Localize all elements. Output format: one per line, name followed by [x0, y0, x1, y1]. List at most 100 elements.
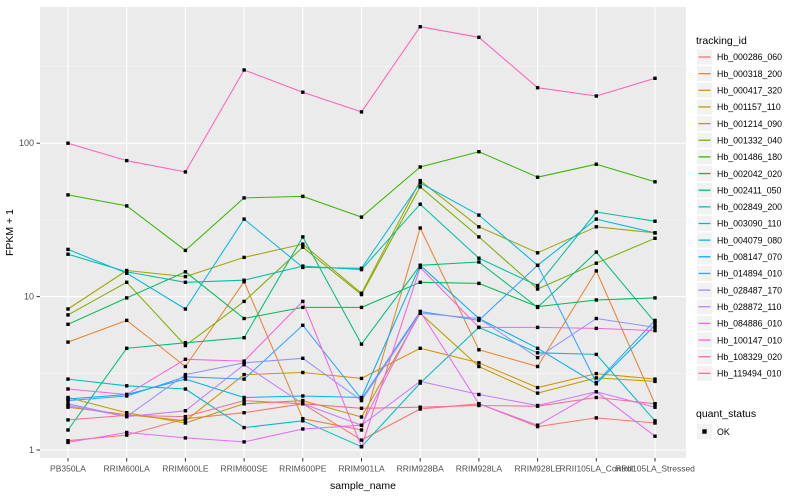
data-point	[359, 292, 364, 297]
data-point	[183, 248, 188, 253]
data-point	[535, 346, 540, 350]
data-point	[477, 235, 481, 239]
data-point	[301, 305, 305, 310]
legend-item: Hb_002411_050	[697, 182, 782, 198]
data-point	[301, 265, 305, 270]
legend-item: Hb_001214_090	[697, 116, 782, 132]
data-point	[242, 68, 246, 72]
data-point	[477, 256, 481, 260]
legend-item: Hb_008147_070	[697, 249, 782, 265]
data-point	[242, 359, 246, 363]
data-point	[125, 346, 129, 350]
legend-label: Hb_000286_060	[717, 52, 782, 62]
data-point	[594, 416, 598, 420]
data-point	[301, 417, 305, 421]
data-point	[301, 323, 305, 327]
data-point	[183, 364, 188, 369]
data-point	[242, 372, 246, 377]
data-point	[477, 260, 481, 264]
legend-item: Hb_000286_060	[697, 49, 782, 65]
data-point	[477, 225, 481, 229]
data-point	[535, 351, 540, 355]
legend-item: Hb_002849_200	[697, 199, 782, 215]
legend-label: Hb_001486_180	[717, 152, 782, 162]
data-point	[301, 427, 305, 431]
data-point	[418, 379, 422, 384]
data-point	[594, 162, 598, 166]
data-point	[242, 398, 246, 403]
legend-label: Hb_004079_080	[717, 235, 782, 245]
data-point	[359, 445, 364, 449]
legend-label: Hb_108329_020	[717, 352, 782, 362]
data-point	[477, 318, 481, 323]
data-point	[183, 417, 188, 421]
plot-panel	[40, 7, 686, 458]
data-point	[125, 296, 129, 300]
legend-item: Hb_003090_110	[697, 216, 782, 231]
data-point	[653, 180, 657, 184]
data-point	[418, 346, 422, 350]
data-point	[535, 263, 540, 267]
data-point	[653, 434, 657, 438]
legend-label: Hb_002042_020	[717, 169, 782, 179]
legend-item: Hb_001486_180	[697, 149, 782, 165]
data-point	[242, 411, 246, 415]
data-point	[125, 158, 129, 163]
data-point	[535, 404, 540, 408]
data-point	[242, 278, 246, 282]
data-point	[418, 407, 422, 411]
data-point	[594, 352, 598, 357]
data-point	[535, 251, 540, 255]
data-point	[359, 406, 364, 410]
data-point	[301, 356, 305, 360]
y-tick-label: 100	[19, 138, 34, 148]
x-tick-label: RRIM600SE	[220, 464, 268, 474]
data-point	[477, 348, 481, 352]
data-point	[477, 213, 481, 217]
data-point	[66, 403, 70, 408]
data-point	[66, 193, 70, 197]
data-point	[594, 261, 598, 265]
x-tick-label: RRIM600PE	[279, 464, 327, 474]
y-tick-label: 10	[24, 292, 34, 302]
data-point	[301, 245, 305, 249]
data-point	[477, 325, 481, 330]
x-axis-title: sample_name	[330, 480, 396, 492]
y-axis-title: FPKM + 1	[4, 209, 16, 256]
data-point	[418, 265, 422, 270]
data-point	[183, 414, 188, 419]
data-point	[125, 411, 129, 415]
legend-item: Hb_119494_010	[697, 365, 782, 381]
data-point	[535, 86, 540, 90]
data-point	[125, 430, 129, 435]
data-point	[66, 418, 70, 422]
legend-label: Hb_003090_110	[717, 219, 782, 229]
data-point	[183, 341, 188, 345]
data-point	[359, 415, 364, 419]
data-point	[418, 311, 422, 315]
data-point	[418, 181, 422, 185]
legend-label: Hb_001214_090	[717, 119, 782, 129]
data-point	[594, 269, 598, 273]
data-point	[242, 402, 246, 406]
data-point	[183, 307, 188, 311]
legend-item-quant-ok: OK	[697, 424, 730, 439]
legend-item: Hb_014894_010	[697, 265, 782, 281]
data-point	[301, 398, 305, 403]
legend-item: Hb_000417_320	[697, 82, 782, 98]
legend-label: Hb_000318_200	[717, 69, 782, 79]
data-point	[477, 150, 481, 154]
legend-item: Hb_004079_080	[697, 232, 782, 248]
data-point	[359, 342, 364, 346]
data-point	[301, 394, 305, 398]
data-point	[653, 219, 657, 223]
data-point	[418, 25, 422, 29]
legend-label: Hb_119494_010	[717, 369, 782, 379]
data-point	[242, 363, 246, 367]
data-point	[359, 423, 364, 427]
data-point	[477, 316, 481, 321]
data-point	[418, 263, 422, 267]
data-point	[359, 376, 364, 381]
data-point	[242, 425, 246, 430]
